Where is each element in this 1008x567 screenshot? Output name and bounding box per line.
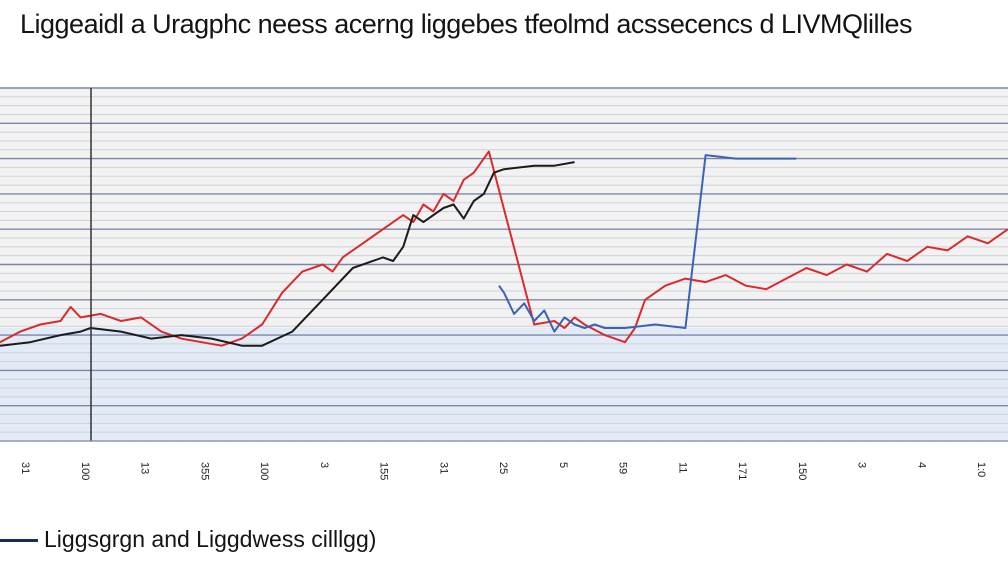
series-black <box>0 161 575 347</box>
legend: Liggsgrgn and Liggdwess cilllgg) <box>0 521 520 555</box>
x-tick-label: 155 <box>378 462 390 480</box>
x-tick-label: 5 <box>557 462 569 468</box>
x-tick-label: 1:0 <box>975 462 987 477</box>
x-tick-label: 59 <box>617 462 629 474</box>
x-tick-label: 171 <box>736 462 748 480</box>
x-tick-label: 13 <box>139 462 151 474</box>
x-tick-label: 31 <box>19 462 31 474</box>
series-layer <box>0 150 1008 347</box>
x-tick-label: 11 <box>676 462 688 473</box>
x-tick-label: 3 <box>856 462 868 468</box>
lower-band <box>0 328 1008 441</box>
legend-swatch <box>0 539 38 542</box>
series-blue <box>498 154 797 333</box>
x-tick-label: 100 <box>79 462 91 480</box>
axes <box>0 88 1008 442</box>
x-tick-label: 4 <box>915 462 927 468</box>
x-tick-label: 31 <box>437 462 449 474</box>
x-tick-label: 3 <box>318 462 330 468</box>
x-tick-label: 150 <box>796 462 808 480</box>
legend-label: Liggsgrgn and Liggdwess cilllgg) <box>44 526 377 552</box>
gridlines <box>0 87 1008 442</box>
chart-title: Liggeaidl a Uragphc neess acerng liggebe… <box>20 9 913 39</box>
x-tick-label: 25 <box>497 462 509 474</box>
x-tick-label: 355 <box>198 462 210 480</box>
x-tick-label: 100 <box>258 462 270 480</box>
x-tick-labels: 31 100 13 355 100 3 155 31 25 5 59 11 171 150 3 4 1:0 <box>19 462 987 480</box>
